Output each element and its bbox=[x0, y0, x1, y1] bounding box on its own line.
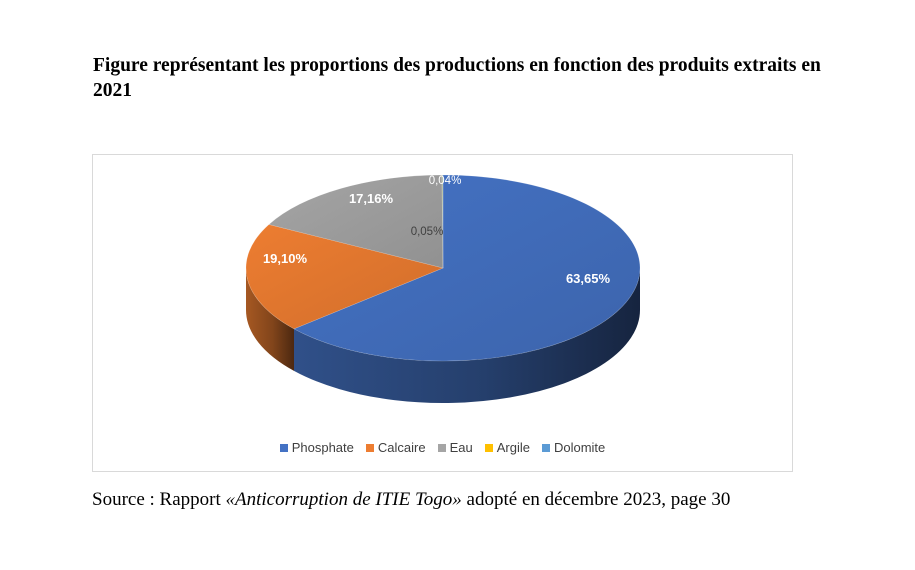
pie-data-labels: 63,65% 19,10% 17,16% 0,04% 0,05% bbox=[263, 175, 611, 286]
data-label-phosphate: 63,65% bbox=[566, 271, 611, 286]
data-label-eau: 17,16% bbox=[349, 191, 394, 206]
pie-side-walls bbox=[246, 268, 640, 403]
source-suffix: adopté en décembre 2023, page 30 bbox=[461, 489, 731, 510]
legend-swatch-calcaire bbox=[365, 443, 374, 452]
legend-swatch-argile bbox=[484, 443, 493, 452]
source-report-title: «Anticorruption de ITIE Togo» bbox=[225, 489, 462, 510]
legend-swatch-dolomite bbox=[541, 443, 550, 452]
legend-label-eau: Eau bbox=[449, 440, 473, 455]
figure-title: Figure représentant les proportions des … bbox=[93, 55, 821, 101]
pie-slice-dolomite bbox=[442, 174, 444, 269]
pie-top-faces bbox=[245, 174, 641, 362]
legend-item-argile: Argile bbox=[484, 440, 530, 455]
chart-legend: Phosphate Calcaire Eau Argile Dolomite bbox=[93, 440, 792, 455]
source-label: Source : bbox=[92, 489, 155, 510]
source-prefix: Rapport bbox=[154, 489, 226, 510]
pie-chart: 63,65% 19,10% 17,16% 0,04% 0,05% bbox=[245, 174, 641, 403]
pie-slice-phosphate bbox=[293, 174, 641, 362]
legend-item-dolomite: Dolomite bbox=[541, 440, 606, 455]
legend-label-dolomite: Dolomite bbox=[553, 440, 606, 455]
data-label-calcaire: 19,10% bbox=[263, 251, 308, 266]
data-label-argile: 0,04% bbox=[429, 175, 462, 187]
pie-slice-calcaire bbox=[245, 224, 444, 330]
legend-label-argile: Argile bbox=[496, 440, 530, 455]
legend-swatch-eau bbox=[437, 443, 446, 452]
pie-slice-eau bbox=[268, 174, 444, 269]
legend-item-phosphate: Phosphate bbox=[279, 440, 354, 455]
legend-item-eau: Eau bbox=[437, 440, 473, 455]
pie-side-phosphate bbox=[294, 268, 640, 403]
legend-label-phosphate: Phosphate bbox=[291, 440, 354, 455]
data-label-dolomite: 0,05% bbox=[411, 226, 444, 238]
source-note: Source : Rapport «Anticorruption de ITIE… bbox=[92, 489, 872, 511]
pie-side-calcaire bbox=[246, 268, 295, 371]
pie-slice-argile bbox=[441, 174, 444, 269]
legend-label-calcaire: Calcaire bbox=[377, 440, 426, 455]
legend-item-calcaire: Calcaire bbox=[365, 440, 426, 455]
pie-chart-frame: 63,65% 19,10% 17,16% 0,04% 0,05% Phosphate Ca… bbox=[92, 154, 793, 472]
legend-swatch-phosphate bbox=[279, 443, 288, 452]
